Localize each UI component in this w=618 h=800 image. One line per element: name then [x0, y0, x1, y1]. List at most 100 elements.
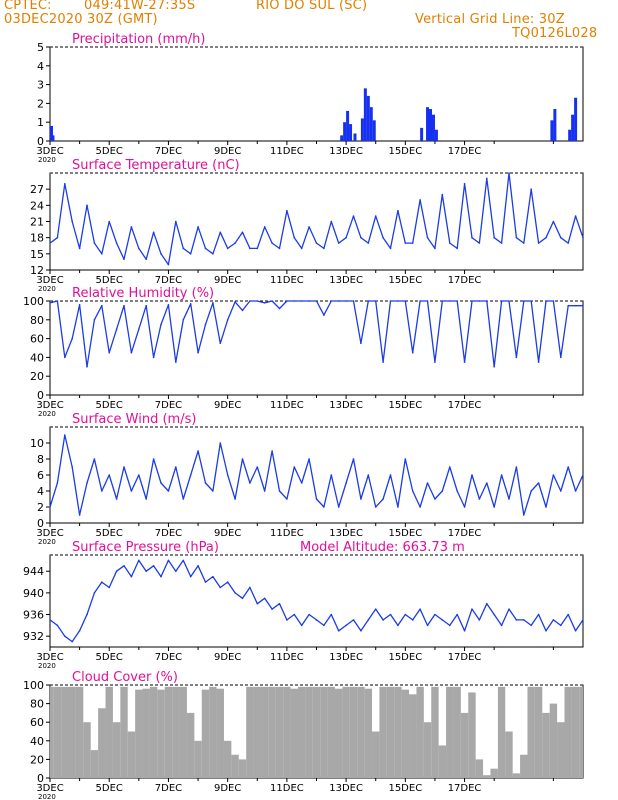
panel-surface-wind-m-s-point — [508, 498, 510, 500]
panel-cloud-cover-bar — [209, 686, 217, 778]
panel-surface-pressure-hpa-point — [508, 608, 510, 610]
panel-surface-temperature-nc-xtick-label: 11DEC — [270, 275, 304, 286]
panel-cloud-cover-bar — [216, 688, 224, 778]
panel-surface-temperature-nc-xtick-label: 13DEC — [329, 275, 363, 286]
panel-surface-wind-m-s-point — [485, 482, 488, 484]
panel-surface-wind-m-s-point — [374, 506, 377, 508]
panel-cloud-cover-year-label: 2020 — [38, 793, 56, 800]
panel-cloud-cover-bar — [75, 686, 84, 778]
panel-surface-pressure-hpa-point — [567, 613, 569, 616]
panel-surface-wind-m-s-point — [389, 474, 392, 476]
panel-cloud-cover-xtick-label: 17DEC — [448, 783, 482, 794]
panel-surface-pressure-hpa-point — [56, 624, 59, 627]
panel-relative-humidity-point — [123, 304, 125, 307]
panel-surface-pressure-hpa-point — [145, 570, 148, 573]
panel-surface-wind-m-s-point — [330, 474, 333, 476]
panel-surface-temperature-nc-point — [160, 253, 162, 255]
panel-surface-temperature-nc-point — [522, 242, 525, 244]
panel-precipitation-mm-h-bar — [571, 114, 575, 141]
panel-surface-temperature-nc-point — [367, 242, 370, 244]
panel-surface-temperature-nc-point — [456, 247, 458, 250]
panel-relative-humidity-point — [189, 303, 192, 305]
panel-relative-humidity-point — [152, 356, 155, 359]
panel-surface-wind-m-s-point — [582, 474, 584, 476]
panel-cloud-cover-bar — [290, 688, 298, 778]
panel-surface-wind-m-s-point — [426, 482, 429, 484]
panel-surface-wind-m-s-point — [175, 466, 177, 468]
panel-surface-temperature-nc-point — [278, 247, 281, 250]
panel-relative-humidity-point — [582, 304, 584, 307]
panel-cloud-cover-bar — [349, 686, 358, 778]
panel-surface-pressure-hpa-point — [49, 619, 51, 621]
panel-surface-temperature-nc-point — [530, 188, 532, 190]
panel-relative-humidity-line — [49, 300, 583, 368]
panel-surface-wind-m-s-point — [293, 466, 296, 468]
panel-relative-humidity-point — [522, 300, 525, 302]
panel-surface-temperature-nc-point — [448, 242, 451, 244]
panel-surface-temperature-nc-year-label: 2020 — [38, 285, 56, 293]
panel-cloud-cover-bar — [105, 686, 113, 778]
panel-surface-temperature-nc-point — [263, 226, 266, 228]
panel-cloud-cover-bar — [564, 686, 572, 778]
panel-relative-humidity-point — [108, 351, 111, 354]
panel-surface-pressure-hpa-point — [101, 581, 103, 583]
header-org: CPTEC: — [4, 0, 52, 13]
header-code: TQ0126L028 — [512, 26, 598, 41]
panel-surface-temperature-nc-point — [471, 236, 473, 239]
panel-surface-pressure-hpa-point — [552, 619, 555, 621]
panel-surface-pressure-hpa-point — [189, 575, 192, 578]
panel-surface-pressure-hpa-point — [500, 624, 503, 627]
panel-surface-temperature-nc-point — [286, 209, 288, 212]
panel-surface-wind-m-s-point — [108, 474, 111, 476]
panel-surface-wind-m-s-point — [411, 490, 414, 492]
panel-surface-temperature-nc-point — [271, 242, 273, 244]
panel-cloud-cover-bar — [342, 686, 350, 778]
panel-precipitation-mm-h-bar — [434, 129, 438, 141]
panel-surface-temperature-nc-point — [552, 220, 555, 223]
panel-relative-humidity-point — [397, 300, 399, 302]
panel-surface-wind-m-s-point — [352, 458, 355, 460]
panel-surface-pressure-hpa-point — [167, 559, 170, 562]
panel-relative-humidity-point — [567, 304, 569, 307]
panel-precipitation-mm-h-ytick-label: 2 — [37, 97, 44, 110]
panel-relative-humidity-point — [574, 304, 577, 307]
panel-cloud-cover-bar — [327, 686, 336, 778]
panel-surface-pressure-hpa-point — [537, 613, 540, 616]
panel-surface-wind-m-s-point — [537, 482, 540, 484]
panel-surface-wind-m-s-point — [397, 506, 399, 508]
panel-surface-wind-m-s-point — [500, 474, 503, 476]
panel-cloud-cover-bar — [438, 745, 447, 778]
panel-precipitation-mm-h-xtick-label: 9DEC — [214, 146, 241, 157]
panel-surface-pressure-hpa-point — [389, 613, 392, 616]
panel-cloud-cover-bar — [246, 686, 254, 778]
panel-surface-temperature-nc-point — [108, 220, 111, 223]
panel-surface-temperature-nc-point — [374, 215, 377, 217]
panel-cloud-cover-bar — [512, 773, 521, 778]
panel-surface-temperature-nc-point — [360, 236, 362, 239]
panel-surface-pressure-hpa-point — [256, 602, 259, 605]
panel-surface-wind-m-s-point — [130, 490, 133, 492]
panel-surface-wind-m-s-point — [145, 498, 148, 500]
panel-precipitation-mm-h-xtick-label: 11DEC — [270, 146, 304, 157]
panel-surface-temperature-nc-point — [493, 236, 495, 239]
panel-cloud-cover-bar — [283, 686, 291, 778]
panel-surface-pressure-hpa-xtick-label: 3DEC — [36, 652, 63, 663]
panel-surface-temperature-nc-point — [197, 226, 199, 228]
panel-surface-pressure-hpa-point — [212, 575, 214, 578]
panel-surface-wind-m-s-point — [286, 498, 288, 500]
panel-relative-humidity-xtick-label: 13DEC — [329, 400, 363, 411]
panel-precipitation-mm-h-xtick-label: 15DEC — [388, 146, 422, 157]
panel-surface-temperature-nc-point — [300, 247, 303, 250]
panel-surface-wind-m-s-ytick-label: 6 — [37, 469, 44, 482]
panel-cloud-cover-bar — [557, 722, 565, 778]
panel-relative-humidity-point — [448, 300, 451, 302]
panel-surface-wind-m-s-point — [463, 506, 466, 508]
panel-surface-wind-m-s-point — [101, 490, 103, 492]
panel-relative-humidity-point — [537, 361, 540, 363]
panel-cloud-cover-xtick-label: 11DEC — [270, 783, 304, 794]
panel-surface-temperature-nc-frame — [49, 172, 584, 271]
panel-relative-humidity-point — [330, 300, 333, 302]
panel-precipitation-mm-h-xtick-label: 13DEC — [329, 146, 363, 157]
panel-surface-pressure-hpa-point — [441, 619, 444, 621]
panel-relative-humidity-point — [382, 361, 384, 363]
